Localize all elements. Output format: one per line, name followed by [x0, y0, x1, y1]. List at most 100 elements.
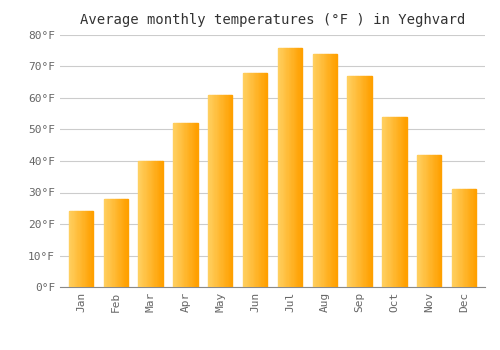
Bar: [159, 161, 160, 287]
Bar: [229, 95, 230, 287]
Bar: [433, 155, 434, 287]
Bar: [112, 199, 114, 287]
Bar: [396, 117, 397, 287]
Bar: [364, 76, 366, 287]
Bar: [188, 123, 189, 287]
Bar: [361, 76, 362, 287]
Bar: [436, 155, 438, 287]
Bar: [218, 95, 219, 287]
Bar: [403, 117, 404, 287]
Bar: [285, 48, 286, 287]
Bar: [262, 73, 264, 287]
Bar: [387, 117, 388, 287]
Bar: [106, 199, 107, 287]
Bar: [111, 199, 112, 287]
Bar: [458, 189, 459, 287]
Bar: [368, 76, 370, 287]
Bar: [348, 76, 350, 287]
Bar: [456, 189, 457, 287]
Bar: [312, 54, 314, 287]
Bar: [427, 155, 428, 287]
Bar: [291, 48, 292, 287]
Bar: [142, 161, 144, 287]
Bar: [384, 117, 386, 287]
Bar: [88, 211, 90, 287]
Bar: [192, 123, 194, 287]
Bar: [316, 54, 318, 287]
Bar: [422, 155, 423, 287]
Bar: [470, 189, 472, 287]
Bar: [68, 211, 70, 287]
Bar: [208, 95, 210, 287]
Bar: [454, 189, 456, 287]
Bar: [80, 211, 81, 287]
Bar: [158, 161, 159, 287]
Bar: [104, 199, 128, 287]
Bar: [278, 48, 302, 287]
Bar: [243, 73, 268, 287]
Bar: [186, 123, 188, 287]
Bar: [438, 155, 439, 287]
Bar: [208, 95, 233, 287]
Bar: [74, 211, 75, 287]
Bar: [370, 76, 372, 287]
Bar: [318, 54, 320, 287]
Bar: [183, 123, 184, 287]
Bar: [356, 76, 357, 287]
Bar: [105, 199, 106, 287]
Bar: [254, 73, 255, 287]
Bar: [402, 117, 403, 287]
Bar: [177, 123, 178, 287]
Bar: [230, 95, 231, 287]
Bar: [265, 73, 266, 287]
Bar: [90, 211, 92, 287]
Bar: [258, 73, 260, 287]
Bar: [222, 95, 224, 287]
Bar: [452, 189, 453, 287]
Bar: [189, 123, 190, 287]
Bar: [152, 161, 153, 287]
Bar: [354, 76, 356, 287]
Bar: [220, 95, 222, 287]
Bar: [249, 73, 250, 287]
Bar: [108, 199, 110, 287]
Bar: [426, 155, 427, 287]
Bar: [286, 48, 288, 287]
Bar: [358, 76, 360, 287]
Bar: [394, 117, 396, 287]
Bar: [366, 76, 367, 287]
Bar: [300, 48, 301, 287]
Bar: [357, 76, 358, 287]
Bar: [397, 117, 398, 287]
Bar: [382, 117, 384, 287]
Bar: [452, 189, 476, 287]
Bar: [194, 123, 195, 287]
Bar: [261, 73, 262, 287]
Bar: [351, 76, 352, 287]
Bar: [226, 95, 228, 287]
Bar: [123, 199, 124, 287]
Bar: [463, 189, 464, 287]
Bar: [391, 117, 392, 287]
Bar: [475, 189, 476, 287]
Bar: [126, 199, 128, 287]
Bar: [68, 211, 93, 287]
Bar: [298, 48, 300, 287]
Bar: [173, 123, 198, 287]
Bar: [468, 189, 469, 287]
Bar: [297, 48, 298, 287]
Bar: [331, 54, 332, 287]
Bar: [424, 155, 426, 287]
Bar: [141, 161, 142, 287]
Bar: [144, 161, 146, 287]
Bar: [279, 48, 280, 287]
Bar: [282, 48, 284, 287]
Bar: [418, 155, 420, 287]
Bar: [82, 211, 84, 287]
Bar: [400, 117, 402, 287]
Bar: [104, 199, 105, 287]
Bar: [417, 155, 442, 287]
Bar: [196, 123, 198, 287]
Bar: [290, 48, 291, 287]
Bar: [440, 155, 442, 287]
